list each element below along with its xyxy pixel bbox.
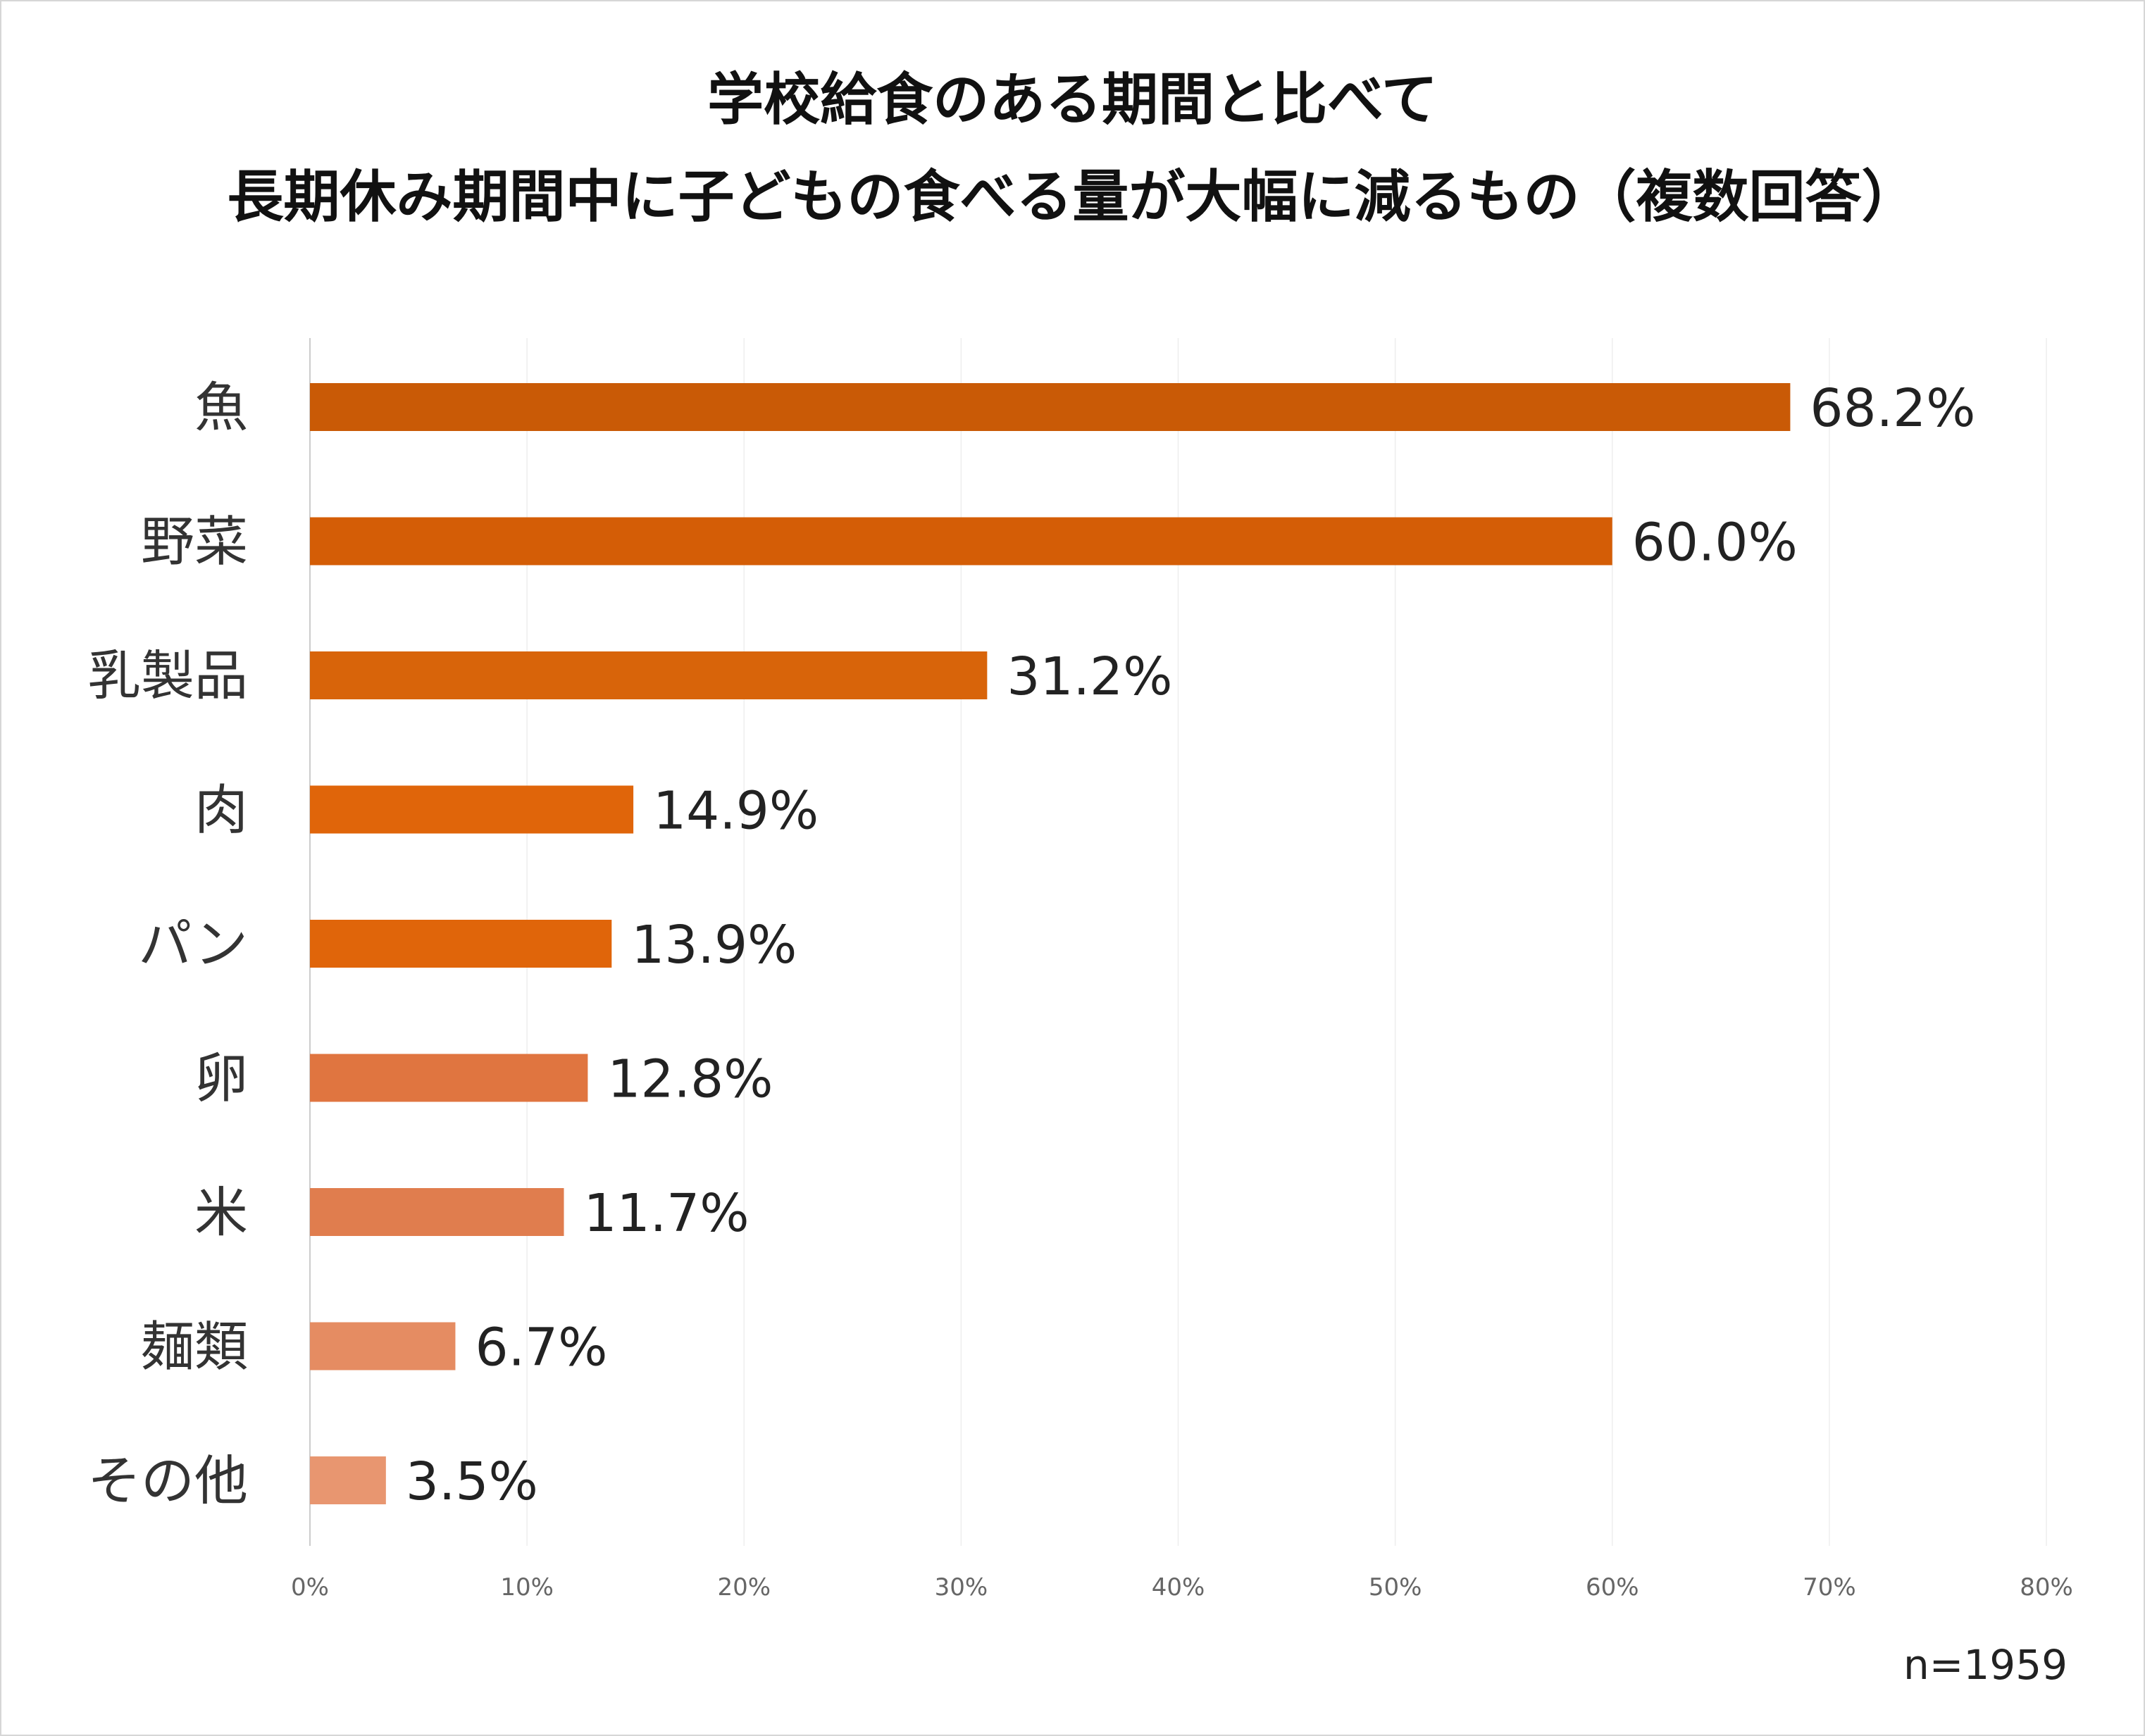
x-tick-label: 40% bbox=[1152, 1573, 1205, 1601]
category-label: 麺類 bbox=[141, 1316, 248, 1378]
sample-size-note: n=1959 bbox=[1903, 1641, 2068, 1689]
category-label: 米 bbox=[194, 1181, 248, 1244]
x-tick-label: 20% bbox=[717, 1573, 771, 1601]
bars bbox=[310, 383, 1791, 1504]
value-label: 12.8% bbox=[607, 1049, 773, 1110]
x-tick-label: 50% bbox=[1369, 1573, 1422, 1601]
value-label: 3.5% bbox=[406, 1451, 538, 1512]
value-label: 6.7% bbox=[475, 1318, 607, 1378]
category-label: 肉 bbox=[194, 779, 248, 842]
bar bbox=[310, 785, 634, 834]
bar bbox=[310, 920, 612, 968]
value-label: 13.9% bbox=[631, 915, 797, 975]
category-label: 野菜 bbox=[141, 511, 248, 573]
value-label: 14.9% bbox=[653, 781, 819, 842]
category-label: 卵 bbox=[194, 1047, 248, 1110]
category-label: パン bbox=[138, 913, 248, 975]
x-tick-label: 80% bbox=[2020, 1573, 2073, 1601]
value-label: 11.7% bbox=[584, 1183, 750, 1244]
bar bbox=[310, 1456, 386, 1504]
bar bbox=[310, 517, 1612, 566]
value-label: 60.0% bbox=[1632, 513, 1798, 573]
bar bbox=[310, 383, 1791, 431]
value-label: 31.2% bbox=[1007, 647, 1172, 707]
category-label: その他 bbox=[87, 1449, 248, 1512]
x-tick-label: 60% bbox=[1586, 1573, 1639, 1601]
chart-title-line-2: 長期休み期間中に子どもの食べる量が大幅に減るもの（複数回答） bbox=[227, 164, 1918, 230]
bar bbox=[310, 651, 988, 699]
category-label: 乳製品 bbox=[87, 644, 248, 707]
bar bbox=[310, 1322, 456, 1370]
bar bbox=[310, 1054, 588, 1102]
value-label: 68.2% bbox=[1810, 378, 1975, 439]
labels: 0% 10% 20% 30% 40% 50% 60% 70% 80% 魚 68.2% 野菜 60.0% 乳… bbox=[87, 376, 2073, 1601]
x-tick-label: 0% bbox=[291, 1573, 329, 1601]
x-tick-label: 70% bbox=[1803, 1573, 1856, 1601]
x-tick-label: 10% bbox=[500, 1573, 554, 1601]
category-label: 魚 bbox=[194, 376, 248, 439]
bar bbox=[310, 1188, 564, 1236]
x-tick-label: 30% bbox=[935, 1573, 988, 1601]
chart-title-line-1: 学校給食のある期間と比べて bbox=[707, 67, 1438, 132]
